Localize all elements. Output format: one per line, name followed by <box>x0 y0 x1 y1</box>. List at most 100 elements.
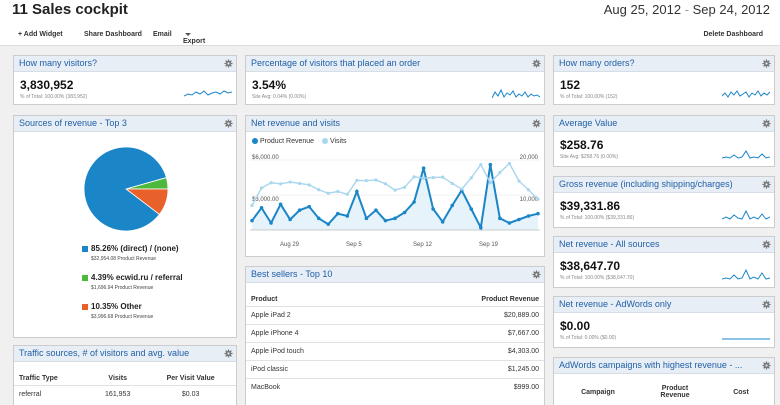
point-revenue[interactable] <box>364 216 369 221</box>
point-revenue[interactable] <box>498 216 502 221</box>
pie-slice-direct[interactable] <box>83 146 167 232</box>
point-revenue[interactable] <box>412 200 416 204</box>
widget-title: Average Value <box>554 116 774 132</box>
metric-sub: Site Avg: $258.76 (0.00%) <box>560 154 619 160</box>
point-revenue[interactable] <box>374 208 378 212</box>
point-visits[interactable] <box>326 191 330 195</box>
point-revenue[interactable] <box>450 203 454 208</box>
series-area-revenue <box>252 164 538 230</box>
point-visits[interactable] <box>402 185 407 189</box>
point-revenue[interactable] <box>507 221 512 225</box>
email-button[interactable]: Email <box>153 31 172 38</box>
point-revenue[interactable] <box>269 221 273 225</box>
point-revenue[interactable] <box>355 189 359 194</box>
point-revenue[interactable] <box>307 204 311 209</box>
gear-icon[interactable] <box>762 59 771 68</box>
point-visits[interactable] <box>507 161 511 166</box>
point-visits[interactable] <box>383 182 388 186</box>
share-dashboard-button[interactable]: Share Dashboard <box>84 31 142 38</box>
point-revenue[interactable] <box>479 225 483 230</box>
point-visits[interactable] <box>488 181 492 185</box>
column-header[interactable]: Per Visit Value <box>166 375 215 382</box>
delete-dashboard-button[interactable]: Delete Dashboard <box>703 31 763 38</box>
column-header[interactable]: Cost <box>733 388 749 396</box>
point-revenue[interactable] <box>278 202 283 207</box>
gear-icon[interactable] <box>224 349 233 358</box>
point-visits[interactable] <box>526 188 531 192</box>
point-visits[interactable] <box>336 189 340 194</box>
column-header[interactable]: Product Revenue <box>660 385 690 399</box>
point-visits[interactable] <box>355 178 359 182</box>
point-revenue[interactable] <box>345 214 350 218</box>
gear-icon[interactable] <box>224 59 233 68</box>
point-revenue[interactable] <box>383 218 388 223</box>
point-visits[interactable] <box>412 175 416 179</box>
column-header[interactable]: Product Revenue <box>481 296 539 303</box>
legend-item-other: 10.35% Other <box>82 302 142 311</box>
column-header[interactable]: Traffic Type <box>19 375 58 382</box>
product-cell: Apple iPod touch <box>246 342 390 361</box>
export-button[interactable]: Export <box>183 31 205 45</box>
point-revenue[interactable] <box>421 166 426 170</box>
column-header[interactable]: Campaign <box>581 388 615 396</box>
point-revenue[interactable] <box>336 211 340 216</box>
gear-icon[interactable] <box>532 59 541 68</box>
metric-value: 3,830,952 <box>20 78 74 92</box>
point-revenue[interactable] <box>536 211 540 216</box>
point-revenue[interactable] <box>402 210 407 215</box>
table-row: Apple iPad 2 $20,889.00 <box>246 306 544 325</box>
point-revenue[interactable] <box>297 208 302 212</box>
gear-icon[interactable] <box>762 361 771 370</box>
point-revenue[interactable] <box>259 206 264 210</box>
point-visits[interactable] <box>250 203 254 208</box>
add-widget-button[interactable]: + Add Widget <box>18 31 63 38</box>
point-visits[interactable] <box>259 186 264 190</box>
column-header[interactable]: Visits <box>108 375 127 382</box>
point-visits[interactable] <box>317 188 321 192</box>
point-visits[interactable] <box>393 188 397 192</box>
point-visits[interactable] <box>364 179 368 183</box>
point-revenue[interactable] <box>440 220 445 224</box>
point-revenue[interactable] <box>316 216 321 221</box>
widget-title-text: Best sellers - Top 10 <box>251 269 333 279</box>
point-visits[interactable] <box>517 179 521 183</box>
legend-sub: $3,996.68 Product Revenue <box>91 314 154 320</box>
point-visits[interactable] <box>460 187 464 191</box>
point-revenue[interactable] <box>393 216 397 221</box>
point-visits[interactable] <box>422 176 426 180</box>
gear-icon[interactable] <box>532 119 541 128</box>
point-visits[interactable] <box>269 181 273 185</box>
column-header[interactable]: Product <box>251 296 278 303</box>
gear-icon[interactable] <box>762 240 771 249</box>
gear-icon[interactable] <box>532 270 541 279</box>
point-visits[interactable] <box>345 192 349 196</box>
point-visits[interactable] <box>279 182 283 186</box>
gear-icon[interactable] <box>762 180 771 189</box>
gear-icon[interactable] <box>762 300 771 309</box>
point-revenue[interactable] <box>326 222 331 226</box>
point-visits[interactable] <box>431 175 435 180</box>
point-revenue[interactable] <box>250 218 254 223</box>
point-visits[interactable] <box>536 197 540 201</box>
point-revenue[interactable] <box>517 217 521 222</box>
point-visits[interactable] <box>374 178 378 182</box>
point-revenue[interactable] <box>431 207 435 211</box>
gear-icon[interactable] <box>224 119 233 128</box>
point-revenue[interactable] <box>469 207 474 211</box>
point-visits[interactable] <box>450 181 454 186</box>
point-visits[interactable] <box>498 171 502 175</box>
point-visits[interactable] <box>298 181 302 186</box>
point-visits[interactable] <box>479 162 483 167</box>
point-visits[interactable] <box>288 180 292 184</box>
point-visits[interactable] <box>469 176 473 180</box>
date-range-picker[interactable]: Aug 25, 2012 - Sep 24, 2012 <box>604 2 770 17</box>
widget-title-text: Gross revenue (including shipping/charge… <box>559 179 733 189</box>
point-revenue[interactable] <box>488 162 493 167</box>
point-revenue[interactable] <box>526 214 531 218</box>
dashboard-toolbar: + Add Widget Share Dashboard Email Expor… <box>0 24 780 46</box>
point-visits[interactable] <box>307 183 311 187</box>
point-revenue[interactable] <box>288 217 292 222</box>
dashboard-header: 11 Sales cockpit Aug 25, 2012 - Sep 24, … <box>0 0 780 24</box>
point-visits[interactable] <box>441 175 445 179</box>
gear-icon[interactable] <box>762 119 771 128</box>
